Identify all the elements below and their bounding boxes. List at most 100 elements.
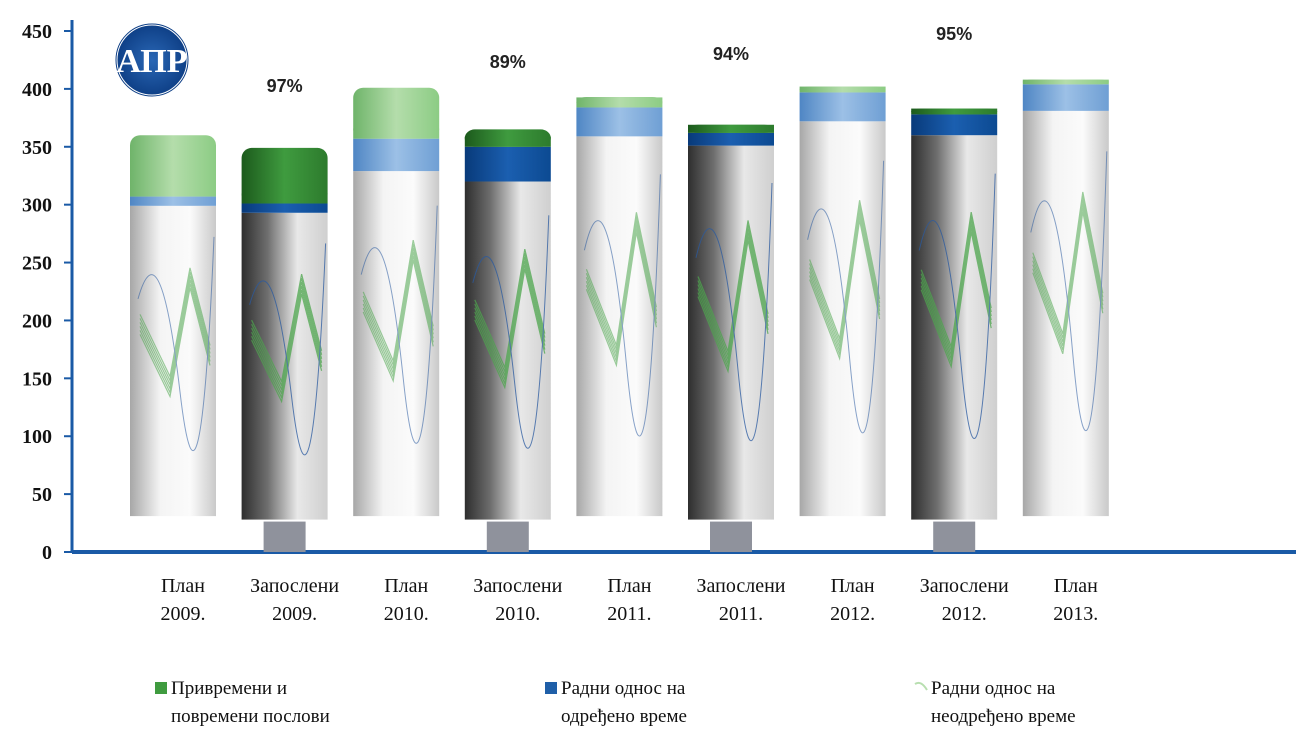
- bar-pedestal: [710, 521, 752, 552]
- texture-curve: [918, 173, 996, 439]
- percentage-annotation: 97%: [267, 76, 303, 96]
- x-category-label: Запослени 2012.: [920, 575, 1009, 625]
- bar-segment-temporary: [241, 147, 328, 204]
- bar-segment-fixed-term: [464, 146, 551, 182]
- percentage-annotation: 89%: [490, 52, 526, 72]
- texture-curve: [472, 215, 550, 449]
- texture-line: [139, 279, 211, 391]
- bar-group: [130, 135, 216, 517]
- bar-texture: [918, 173, 996, 439]
- bar-segment-cap-fill: [353, 128, 440, 139]
- x-category-label: План 2010.: [384, 575, 429, 625]
- x-category-label: Запослени 2009.: [250, 575, 339, 625]
- x-category-label: План 2012.: [830, 575, 875, 625]
- y-tick-label: 400: [22, 79, 52, 101]
- legend-label: Привремени и повремени послови: [171, 678, 330, 727]
- texture-line: [697, 224, 769, 358]
- x-category-label: План 2011.: [607, 575, 651, 625]
- y-tick-label: 300: [22, 195, 52, 217]
- bar-segment-fixed-term: [1022, 84, 1109, 111]
- y-tick-label: 200: [22, 310, 52, 332]
- bar-texture: [1030, 151, 1108, 432]
- texture-curve: [1030, 151, 1108, 432]
- bar-texture: [583, 174, 661, 437]
- texture-curve: [360, 205, 438, 444]
- texture-line: [139, 267, 211, 379]
- bar-group: [241, 147, 328, 552]
- bar-segment-fixed-term: [353, 138, 440, 172]
- bar-group: [464, 129, 551, 552]
- bar-pedestal: [263, 521, 306, 552]
- texture-line: [362, 247, 434, 371]
- percentage-annotation: 95%: [936, 24, 972, 44]
- bar-segment-cap-fill: [464, 136, 551, 147]
- texture-line: [139, 275, 211, 387]
- bar-segment-temporary: [353, 87, 440, 139]
- bar-segment-fixed-term: [130, 196, 216, 206]
- percentage-annotation: 94%: [713, 44, 749, 64]
- texture-line: [139, 271, 211, 383]
- texture-line: [139, 287, 211, 399]
- bar-group: [799, 86, 886, 517]
- bar-group: [353, 87, 440, 517]
- bar-texture: [249, 243, 327, 456]
- y-tick-label: 50: [32, 484, 52, 506]
- texture-line: [474, 256, 546, 378]
- texture-curve: [249, 243, 327, 456]
- texture-line: [251, 293, 323, 404]
- bar-group: [911, 108, 998, 552]
- texture-line: [697, 240, 769, 374]
- bar-pedestal: [933, 521, 976, 552]
- y-tick-label: 450: [22, 21, 52, 43]
- texture-line: [809, 220, 881, 361]
- bar-group: [688, 124, 774, 552]
- legend: Привремени и повремени послови Радни однос…: [155, 678, 1076, 727]
- texture-line: [251, 285, 323, 396]
- x-category-label: План 2009.: [161, 575, 206, 625]
- texture-line: [697, 236, 769, 370]
- y-tick-label: 350: [22, 137, 52, 159]
- bar-segment-temporary: [130, 135, 216, 197]
- bar-texture: [695, 182, 773, 441]
- texture-line: [697, 220, 769, 354]
- texture-line: [697, 228, 769, 362]
- texture-line: [474, 268, 546, 390]
- y-tick-label: 100: [22, 426, 52, 448]
- texture-line: [251, 281, 323, 392]
- legend-item: Привремени и повремени послови: [155, 678, 330, 727]
- bar-segment-cap-fill: [130, 186, 216, 197]
- texture-line: [1032, 211, 1104, 354]
- bar-texture: [472, 215, 550, 449]
- texture-line: [362, 239, 434, 363]
- bar-pedestal: [486, 521, 529, 552]
- texture-line: [585, 232, 657, 368]
- bars: [130, 79, 1109, 552]
- bar-segment-cap-fill: [799, 86, 886, 93]
- texture-curve: [807, 160, 885, 434]
- category-labels: План 2009. Запослени 2009. План 2010. Запослен…: [161, 575, 1099, 625]
- texture-line: [251, 277, 323, 388]
- bar-segment-fixed-term: [799, 92, 886, 122]
- x-category-label: План 2013.: [1053, 575, 1098, 625]
- texture-line: [139, 283, 211, 395]
- bar-group: [576, 96, 663, 517]
- legend-item: Радни однос на одређено време: [545, 678, 687, 727]
- texture-line: [920, 231, 992, 369]
- bar-segment-cap-fill: [911, 108, 998, 115]
- texture-line: [362, 251, 434, 375]
- texture-line: [362, 243, 434, 367]
- texture-line: [474, 264, 546, 386]
- texture-curve: [695, 182, 773, 441]
- legend-label: Радни однос на неодређено време: [931, 678, 1076, 727]
- x-category-label: Запослени 2011.: [697, 575, 786, 625]
- bar-segment-fixed-term: [688, 132, 774, 146]
- bar-segment-fixed-term: [911, 114, 998, 136]
- texture-line: [362, 255, 434, 379]
- legend-swatch: [155, 682, 167, 694]
- y-tick-label: 250: [22, 253, 52, 275]
- texture-line: [362, 259, 434, 383]
- y-tick-label: 150: [22, 368, 52, 390]
- apr-logo: АПР: [114, 22, 190, 98]
- bar-texture: [807, 160, 885, 434]
